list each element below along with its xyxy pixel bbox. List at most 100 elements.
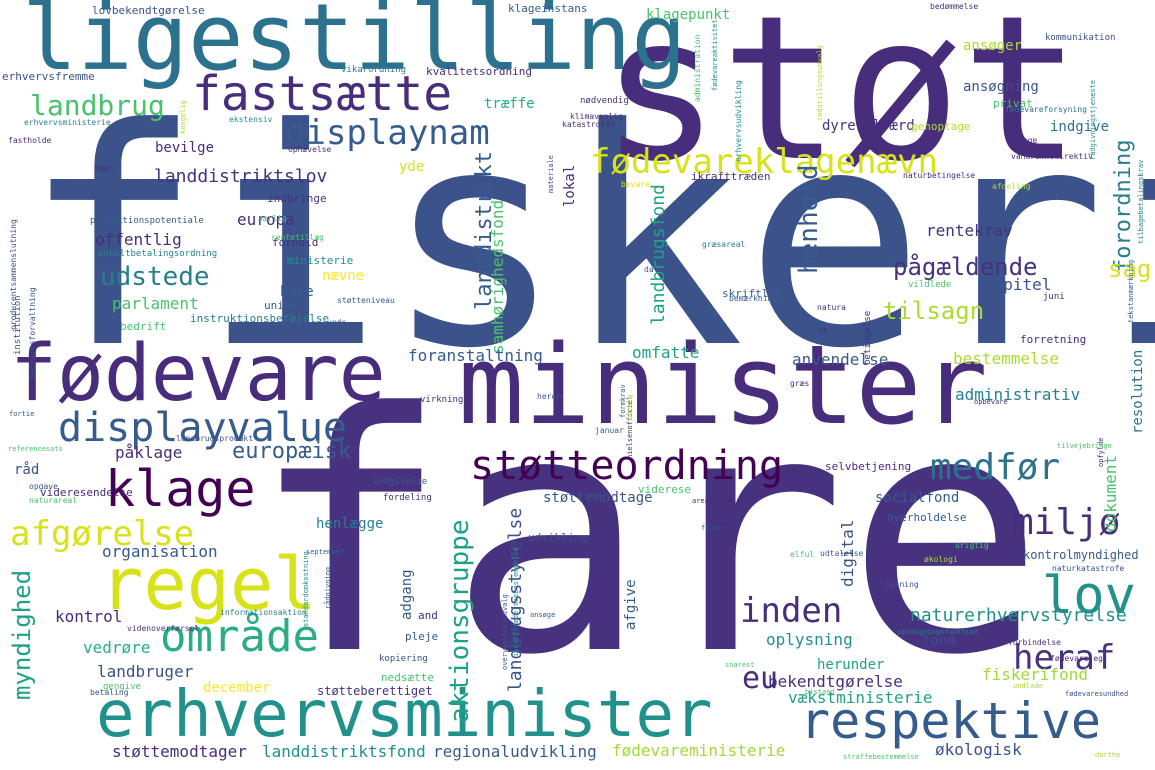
cloud-word-juni: juni bbox=[1043, 292, 1065, 302]
cloud-word-fond: fond bbox=[922, 633, 956, 649]
cloud-word-opbevare: opbevare bbox=[974, 398, 1008, 406]
cloud-word-fortie: fortie bbox=[9, 410, 35, 418]
cloud-word-indstillingsudvalg: indstillingsudvalg bbox=[816, 44, 824, 121]
cloud-word-sag: sag bbox=[1108, 255, 1152, 283]
cloud-word-erhvervsministerie: erhvervsministerie bbox=[24, 118, 111, 127]
cloud-word-kvalitetsordning: kvalitetsordning bbox=[426, 65, 532, 78]
cloud-word-gengive: gengive bbox=[103, 682, 141, 692]
cloud-word-opgave: opgave bbox=[29, 482, 58, 491]
cloud-word-finde: finde bbox=[701, 524, 723, 532]
cloud-word-fasts-tte: fastsætte bbox=[192, 66, 453, 122]
cloud-word-dorthe: dorthe bbox=[1095, 751, 1121, 759]
cloud-word-neds-tte: nedsætte bbox=[381, 671, 434, 684]
cloud-word-n-vn: nævn bbox=[94, 164, 114, 173]
cloud-word-kologi: økologi bbox=[924, 555, 958, 564]
cloud-word-bem-rkning: bemærkning bbox=[729, 294, 778, 303]
cloud-word-kologisk: økologisk bbox=[935, 740, 1022, 759]
cloud-word-ra-d: råd bbox=[14, 462, 40, 478]
cloud-word-rentetill-g: rentetillæg bbox=[271, 233, 324, 242]
cloud-word-lov: lov bbox=[1042, 566, 1136, 626]
cloud-word-videnoverf-rsel: videnoverførsel bbox=[127, 624, 200, 633]
cloud-word-betingelse: betingelse bbox=[863, 310, 873, 365]
cloud-word-aktionsgruppe: aktionsgruppe bbox=[445, 519, 475, 723]
cloud-word-erhvervsfremme: erhvervsfremme bbox=[2, 70, 95, 83]
cloud-word-dokument: dokument bbox=[1101, 454, 1120, 532]
cloud-word-instruktionsbef-jelse: instruktionsbeføjelse bbox=[190, 312, 330, 325]
cloud-word-st-tteberettiget: støtteberettiget bbox=[317, 684, 433, 698]
cloud-word-vikarordning: vikarordning bbox=[341, 65, 407, 75]
cloud-word-lovbekendtg-relse: lovbekendtgørelse bbox=[92, 4, 205, 17]
cloud-word-regionaludvikling: regionaludvikling bbox=[433, 742, 597, 761]
cloud-word-tekstanm-rkning: tekstanmærkning bbox=[1127, 259, 1135, 323]
cloud-word-skriftlig: skriftlig bbox=[722, 287, 782, 300]
cloud-word-ligestilling: ligestilling bbox=[22, 0, 687, 91]
cloud-word-privat: privat bbox=[993, 97, 1033, 110]
cloud-word-informationsaktion: informationsaktion bbox=[220, 608, 307, 617]
cloud-word-vedr-re: vedrøre bbox=[83, 638, 151, 657]
cloud-word-europa: europa bbox=[237, 210, 295, 229]
cloud-word-st-t: støt bbox=[600, 0, 1082, 206]
cloud-word-rentekrav: rentekrav bbox=[926, 221, 1013, 240]
cloud-word-bevilge: bevilge bbox=[155, 140, 215, 156]
cloud-word-dato: dato bbox=[644, 265, 664, 274]
cloud-word-bestemmelse: bestemmelse bbox=[953, 349, 1059, 368]
cloud-word-ra-dgivningstjeneste: rådgivningstjeneste bbox=[1089, 79, 1097, 160]
cloud-word-kontrolmyndighed: kontrolmyndighed bbox=[1023, 548, 1139, 562]
cloud-word-respektive: respektive bbox=[800, 692, 1102, 750]
cloud-word-producentsammenslutning: producentsammenslutning bbox=[9, 219, 18, 331]
cloud-word-eu: eu bbox=[742, 661, 779, 696]
cloud-word-kommunikation: kommunikation bbox=[1045, 33, 1116, 43]
cloud-word-ekstensiv: ekstensiv bbox=[229, 115, 273, 124]
cloud-word-produktionspotentiale: produktionspotentiale bbox=[90, 216, 204, 226]
cloud-word-dyrevelf-rd: dyrevelfærd bbox=[822, 118, 915, 134]
cloud-word-videresendelse: videresendelse bbox=[40, 486, 133, 499]
cloud-word-milj: miljø bbox=[1012, 502, 1121, 543]
cloud-word-bedriftsforvaltning: bedriftsforvaltning bbox=[28, 287, 37, 380]
cloud-word-f-devare: fødevare bbox=[10, 329, 386, 419]
cloud-word-klage: klage bbox=[105, 460, 256, 518]
cloud-word-h-re: høre bbox=[280, 284, 314, 300]
cloud-word-minister: minister bbox=[458, 321, 988, 449]
cloud-word-viderese: viderese bbox=[638, 483, 691, 496]
cloud-word-inden: inden bbox=[740, 591, 843, 631]
cloud-word-virkning: virkning bbox=[420, 395, 464, 405]
cloud-word-offentlig: offentlig bbox=[95, 230, 182, 249]
cloud-word-f-devareministerie: fødevareministerie bbox=[612, 741, 786, 760]
cloud-word-vildlede: vildlede bbox=[908, 280, 952, 290]
cloud-word-bekendtg-relse: bekendtgørelse bbox=[768, 672, 903, 691]
cloud-word-indgivelse: indgivelse bbox=[373, 477, 428, 487]
cloud-word-landbrug: landbrug bbox=[30, 89, 165, 122]
cloud-word-afg-relse: afgørelse bbox=[10, 514, 195, 554]
cloud-word-medf-r: medfør bbox=[930, 447, 1061, 488]
cloud-word-ans-gning: ansøgning bbox=[963, 79, 1039, 95]
cloud-word-herom: herom bbox=[537, 392, 562, 401]
cloud-word-v-kstministerie: vækstministerie bbox=[788, 688, 933, 707]
cloud-word-administrativ: administrativ bbox=[955, 385, 1081, 404]
cloud-word-bevare: bevare bbox=[621, 180, 650, 189]
cloud-word-fordeling: fordeling bbox=[383, 493, 432, 503]
cloud-word-herunder: herunder bbox=[817, 657, 885, 673]
cloud-word-indbringe: indbringe bbox=[267, 192, 327, 205]
cloud-word-snarest: snarest bbox=[725, 661, 755, 669]
cloud-word-organisation: organisation bbox=[102, 542, 218, 561]
cloud-word-selvbetjening: selvbetjening bbox=[825, 460, 912, 473]
cloud-word-tilvejebringe: tilvejebringe bbox=[1057, 442, 1112, 450]
cloud-word-fastholde: fastholde bbox=[8, 136, 52, 145]
cloud-word-overva-gningsudvalg: overvågningsudvalg bbox=[501, 593, 509, 670]
cloud-word-undlade: undlade bbox=[1013, 682, 1043, 690]
cloud-word-adgang: adgang bbox=[399, 569, 415, 621]
cloud-word-heraf: heraf bbox=[1013, 638, 1116, 678]
cloud-word-gr-s: græs bbox=[790, 379, 810, 388]
cloud-word-urigtig: urigtig bbox=[955, 541, 989, 550]
cloud-word-erhvervsminister: erhvervsminister bbox=[96, 678, 713, 752]
cloud-word-sage: sage bbox=[1018, 136, 1038, 145]
cloud-word-f-devareklagen-vn: fødevareklagenævn bbox=[590, 142, 938, 182]
cloud-word-katastrofal: katastrofal bbox=[562, 120, 615, 129]
cloud-word-henl-gge: henlægge bbox=[316, 516, 384, 532]
cloud-word-landdistriktslov: landdistriktslov bbox=[154, 166, 328, 187]
cloud-word-ikrafttr-den: ikrafttræden bbox=[691, 170, 771, 183]
cloud-word-klageinstans: klageinstans bbox=[508, 2, 588, 15]
cloud-word-f-devareaktivitet: fødevareaktivitet bbox=[711, 19, 719, 92]
cloud-word-udtalelse: udtalelse bbox=[820, 549, 864, 558]
